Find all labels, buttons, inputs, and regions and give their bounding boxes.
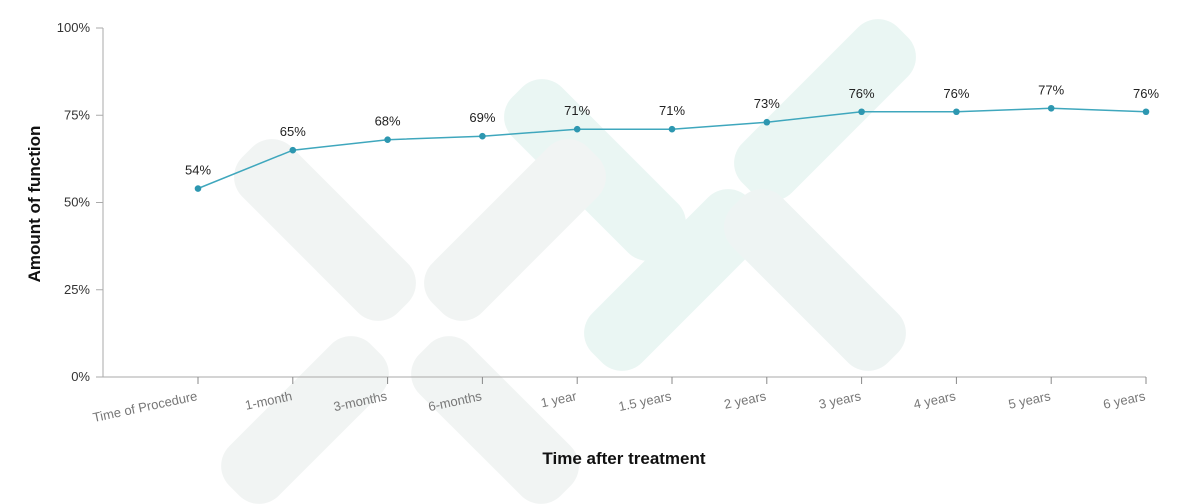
data-label: 76% xyxy=(849,86,875,101)
data-labels: 54% 65% 68% 69% 71% 71% 73% 76% 76% 77% 76% xyxy=(185,82,1159,177)
y-tick-label: 25% xyxy=(64,282,90,297)
y-tick-label: 50% xyxy=(64,195,90,210)
data-point xyxy=(1047,104,1055,112)
y-tick-label: 0% xyxy=(71,369,90,384)
x-tick-label: 1 year xyxy=(539,388,578,410)
data-label: 65% xyxy=(280,124,306,139)
x-tick-label: Time of Procedure xyxy=(91,388,198,425)
data-point xyxy=(668,125,676,133)
data-point xyxy=(194,185,202,192)
data-label: 69% xyxy=(469,110,495,125)
data-point xyxy=(479,132,486,140)
data-label: 71% xyxy=(659,103,685,118)
y-axis-title: Amount of function xyxy=(25,126,44,283)
data-label: 76% xyxy=(1133,86,1159,101)
data-point xyxy=(858,108,865,116)
x-tick-label: 3 years xyxy=(817,388,862,412)
x-tick-label: 6 years xyxy=(1102,388,1147,412)
data-point xyxy=(1142,108,1150,116)
x-tick-label: 2 years xyxy=(723,388,768,412)
data-point xyxy=(763,118,771,126)
data-label: 68% xyxy=(375,114,401,129)
series-line xyxy=(197,107,1147,190)
x-tick-label: 4 years xyxy=(912,388,957,412)
y-tick-label: 100% xyxy=(57,20,91,35)
data-label: 71% xyxy=(564,103,590,118)
watermark-logo xyxy=(221,19,916,504)
data-label: 77% xyxy=(1038,82,1064,97)
x-ticks: Time of Procedure 1-month 3-months 6-months… xyxy=(91,377,1147,425)
y-ticks: 0% 25% 50% 75% 100% xyxy=(57,20,103,384)
data-label: 73% xyxy=(754,96,780,111)
data-label: 76% xyxy=(943,86,969,101)
data-point xyxy=(573,125,581,133)
x-axis-title: Time after treatment xyxy=(542,449,705,468)
data-point xyxy=(384,136,391,143)
data-point xyxy=(289,146,297,154)
data-points xyxy=(194,104,1150,192)
x-tick-label: 5 years xyxy=(1007,388,1052,412)
data-label: 54% xyxy=(185,163,211,178)
x-tick-label: 1.5 years xyxy=(617,388,673,414)
y-tick-label: 75% xyxy=(64,107,90,122)
data-point xyxy=(953,108,960,116)
